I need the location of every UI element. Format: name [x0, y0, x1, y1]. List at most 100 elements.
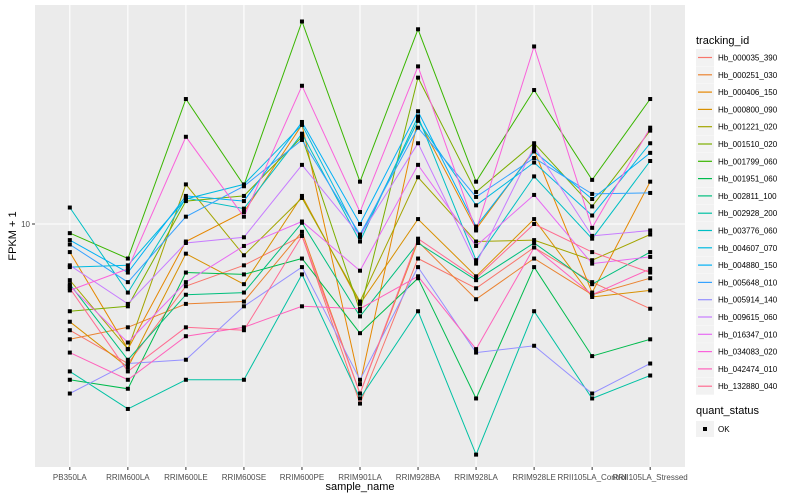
data-point — [183, 97, 188, 102]
data-point — [358, 306, 362, 311]
legend-label: Hb_005648_010 — [718, 278, 778, 287]
data-point — [299, 229, 304, 234]
data-point — [648, 232, 653, 237]
data-point — [358, 299, 362, 304]
data-point — [474, 194, 479, 199]
data-point — [67, 238, 72, 243]
data-point — [532, 343, 537, 348]
data-point — [648, 306, 653, 311]
data-point — [299, 137, 304, 142]
data-point — [299, 193, 304, 198]
data-point — [648, 190, 653, 195]
data-point — [183, 240, 188, 245]
data-point — [532, 174, 537, 179]
data-point — [416, 175, 421, 180]
data-point — [299, 83, 304, 88]
data-point — [590, 250, 595, 255]
legend-label: Hb_004607_070 — [718, 244, 778, 253]
data-point — [474, 350, 479, 355]
data-point — [183, 292, 188, 297]
x-axis-title: sample_name — [325, 481, 394, 493]
data-point — [416, 265, 421, 270]
data-point — [183, 193, 188, 198]
data-point — [125, 270, 130, 275]
legend-label: Hb_034083_020 — [718, 348, 778, 357]
data-point — [125, 263, 130, 268]
data-point — [590, 177, 595, 182]
y-tick-label: 10 — [21, 220, 30, 229]
data-point — [241, 214, 246, 219]
data-point — [474, 224, 479, 229]
data-point — [648, 270, 653, 275]
data-point — [125, 361, 130, 366]
x-tick-label: RRIM600LE — [164, 473, 208, 482]
data-point — [416, 118, 421, 123]
data-point — [67, 309, 72, 314]
data-point — [648, 128, 653, 133]
data-point — [67, 282, 72, 287]
data-point — [648, 150, 653, 155]
data-point — [67, 328, 72, 333]
x-tick-label: RRIM901LA — [338, 473, 382, 482]
data-point — [590, 213, 595, 218]
data-point — [358, 222, 362, 227]
x-axis: PB350LA RRIM600LA RRIM600LE RRIM600SE RRIM60… — [53, 467, 688, 482]
data-point — [183, 196, 188, 201]
data-point — [358, 391, 362, 396]
data-point — [648, 337, 653, 342]
x-tick-label: RRII105LA_Stressed — [613, 473, 688, 482]
data-point — [474, 239, 479, 244]
data-point — [474, 243, 479, 248]
data-point — [183, 270, 188, 275]
legend-label: Hb_002928_200 — [718, 209, 778, 218]
x-tick-label: RRIM928LE — [512, 473, 556, 482]
legend-label: Hb_001951_060 — [718, 175, 778, 184]
data-point — [67, 263, 72, 268]
data-point — [416, 27, 421, 32]
x-tick-label: RRIM928BA — [396, 473, 441, 482]
data-point — [125, 266, 130, 271]
x-tick-label: RRIM600SE — [222, 473, 266, 482]
data-point — [416, 162, 421, 167]
data-point — [648, 288, 653, 293]
data-point — [590, 396, 595, 401]
legend-label: Hb_003776_060 — [718, 227, 778, 236]
data-point — [416, 141, 421, 146]
data-point — [416, 256, 421, 261]
data-point — [648, 266, 653, 271]
data-point — [532, 144, 537, 149]
data-point — [358, 309, 362, 314]
data-point — [183, 325, 188, 330]
legend-title-quant-status: quant_status — [696, 405, 759, 417]
data-point — [299, 134, 304, 139]
legend-label: Hb_000800_090 — [718, 105, 778, 114]
legend-label: Hb_001799_060 — [718, 157, 778, 166]
data-point — [299, 119, 304, 124]
x-tick-label: RRIM928LA — [454, 473, 498, 482]
data-point — [358, 314, 362, 319]
data-point — [358, 401, 362, 406]
data-point — [299, 19, 304, 24]
data-point — [474, 297, 479, 302]
data-point — [590, 294, 595, 299]
data-point — [648, 228, 653, 233]
data-point — [358, 210, 362, 215]
data-point — [590, 391, 595, 396]
data-point — [183, 284, 188, 289]
data-point — [532, 141, 537, 146]
data-point — [358, 301, 362, 306]
data-point — [183, 251, 188, 256]
x-tick-label: PB350LA — [53, 473, 87, 482]
data-point — [416, 109, 421, 114]
data-point — [183, 334, 188, 339]
data-point — [590, 204, 595, 209]
data-point — [183, 377, 188, 382]
data-point — [590, 196, 595, 201]
data-point — [590, 258, 595, 263]
data-point — [125, 357, 130, 362]
legend-label: Hb_000406_150 — [718, 88, 778, 97]
data-point — [648, 361, 653, 366]
data-point — [125, 325, 130, 330]
data-point — [299, 162, 304, 167]
